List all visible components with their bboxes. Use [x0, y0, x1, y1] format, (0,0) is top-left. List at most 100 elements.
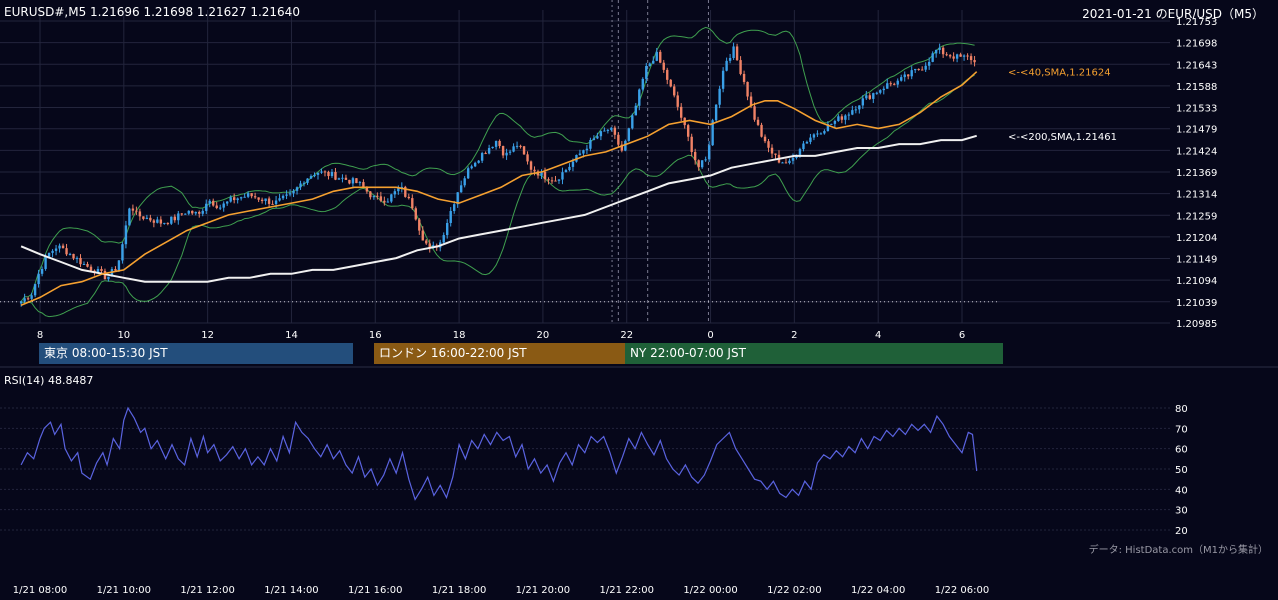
candle-body	[652, 60, 655, 64]
candle-body	[819, 133, 823, 135]
candle-body	[886, 83, 889, 89]
candle-body	[907, 74, 910, 77]
rsi-tick-label: 20	[1175, 526, 1188, 537]
bollinger-bands	[20, 26, 975, 318]
candle-body	[526, 154, 529, 162]
candle-body	[934, 49, 938, 54]
candle-body	[61, 245, 65, 249]
hour-tick-label: 8	[37, 330, 43, 341]
candle-body	[547, 179, 550, 181]
candle-body	[201, 210, 204, 214]
candle-body	[456, 192, 459, 205]
candle-body	[383, 200, 386, 203]
candle-body	[365, 187, 369, 192]
candle-body	[816, 133, 819, 135]
candle-body	[941, 47, 945, 55]
hour-tick-label: 18	[453, 330, 466, 341]
candle-body	[704, 159, 707, 161]
session-tokyo: 東京 08:00-15:30 JST	[39, 343, 353, 364]
candle-body	[397, 188, 400, 192]
time-axis-label: 1/21 08:00	[13, 585, 67, 596]
candle-body	[351, 178, 355, 184]
candle-body	[466, 168, 470, 179]
rsi-tick-label: 40	[1175, 485, 1188, 496]
candle-body	[770, 147, 774, 154]
candle-body	[634, 105, 638, 116]
candle-body	[638, 89, 641, 106]
session-london: ロンドン 16:00-22:00 JST	[374, 343, 625, 364]
candle-body	[180, 213, 183, 215]
candle-body	[487, 148, 491, 154]
candle-body	[404, 186, 407, 197]
candle-body	[369, 191, 372, 198]
candle-body	[676, 95, 679, 107]
candle-body	[536, 171, 540, 176]
candle-body	[313, 174, 316, 177]
candle-body	[931, 53, 934, 62]
candle-body	[198, 211, 201, 214]
candle-body	[501, 145, 505, 156]
candle-body	[837, 116, 840, 121]
price-tick-label: 1.21533	[1176, 104, 1217, 115]
grid	[0, 0, 1278, 368]
time-axis-label: 1/22 00:00	[683, 585, 737, 596]
candle-body	[100, 268, 103, 271]
candle-body	[791, 158, 795, 161]
candle-body	[865, 95, 868, 99]
candle-body	[645, 65, 648, 79]
candle-body	[707, 145, 711, 160]
candle-body	[519, 145, 522, 147]
candle-body	[173, 216, 177, 221]
candle-body	[107, 276, 110, 280]
candle-body	[152, 220, 156, 223]
candle-body	[51, 250, 54, 253]
candle-body	[732, 46, 735, 59]
candle-body	[763, 136, 767, 142]
candle-body	[659, 51, 662, 63]
candle-body	[295, 187, 299, 191]
candle-body	[362, 182, 365, 188]
candle-body	[767, 141, 770, 148]
candle-body	[851, 110, 854, 115]
candle-body	[533, 169, 536, 172]
candle-body	[592, 138, 596, 140]
candle-body	[114, 269, 117, 271]
candle-body	[711, 120, 714, 146]
candle-body	[508, 151, 512, 153]
chart-title: 2021-01-21 のEUR/USD（M5）	[1082, 7, 1264, 21]
candle-body	[938, 47, 941, 50]
candle-body	[680, 106, 683, 118]
candle-body	[666, 69, 669, 80]
candle-body	[624, 140, 627, 151]
candle-body	[477, 160, 480, 163]
candle-body	[917, 68, 920, 70]
candle-body	[739, 60, 742, 74]
time-axis-label: 1/22 02:00	[767, 585, 821, 596]
hour-tick-label: 16	[369, 330, 382, 341]
candle-body	[854, 109, 858, 111]
candle-body	[239, 197, 243, 199]
candle-body	[494, 140, 498, 147]
candle-body	[735, 46, 739, 61]
candle-body	[459, 185, 463, 193]
candle-body	[58, 245, 61, 249]
price-tick-label: 1.21753	[1176, 17, 1217, 28]
candle-body	[463, 178, 466, 186]
candle-body	[337, 178, 341, 180]
candle-body	[86, 263, 89, 267]
candle-body	[453, 204, 456, 212]
candle-body	[868, 95, 871, 99]
hour-tick-label: 10	[117, 330, 130, 341]
candle-body	[781, 162, 784, 164]
price-tick-label: 1.21204	[1176, 233, 1217, 244]
candle-body	[620, 144, 624, 151]
price-tick-label: 1.21039	[1176, 298, 1217, 309]
candle-body	[355, 178, 358, 184]
price-tick-label: 1.20985	[1176, 319, 1217, 330]
price-tick-label: 1.21698	[1176, 39, 1217, 50]
candle-body	[411, 198, 414, 209]
candle-body	[267, 198, 271, 204]
candle-body	[697, 160, 700, 168]
candle-body	[121, 244, 124, 261]
